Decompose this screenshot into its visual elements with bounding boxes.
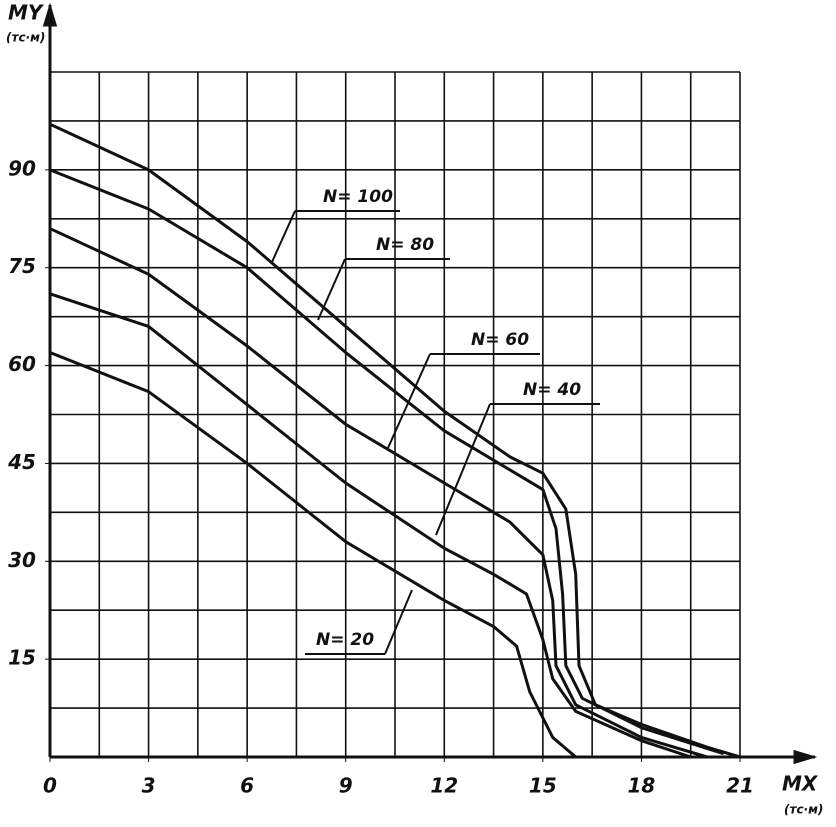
y-tick-label: 60 <box>8 352 36 376</box>
x-tick-label: 6 <box>240 774 254 798</box>
y-axis-label: MY <box>8 1 45 25</box>
series-line <box>49 227 708 759</box>
label-leader <box>384 589 413 655</box>
series-label: N= 20 <box>316 630 374 650</box>
y-tick-label: 45 <box>7 450 36 474</box>
series-label: N= 80 <box>376 235 434 255</box>
x-tick-label: 3 <box>142 774 156 798</box>
x-tick-label: 9 <box>339 774 353 798</box>
label-leader <box>387 353 431 449</box>
series-line <box>49 168 725 756</box>
series-line <box>49 122 741 759</box>
series-line <box>49 292 692 759</box>
series-line <box>49 351 577 759</box>
x-tick-label: 15 <box>529 774 557 798</box>
series-label: N= 100 <box>323 187 393 207</box>
label-leader <box>317 258 346 321</box>
x-tick-label: 12 <box>430 774 458 798</box>
x-tick-label: 21 <box>726 774 754 798</box>
y-tick-label: 30 <box>8 548 36 572</box>
label-leader <box>271 210 296 263</box>
series-label: N= 40 <box>523 380 581 400</box>
y-axis-unit: (тс·м) <box>6 31 45 45</box>
label-leader <box>435 403 491 536</box>
x-axis-unit: (тс·м) <box>784 803 823 817</box>
y-tick-label: 75 <box>8 254 36 278</box>
x-tick-label: 0 <box>43 774 57 798</box>
y-tick-label: 15 <box>8 646 36 670</box>
x-axis-label: MX <box>782 772 819 796</box>
series-label: N= 60 <box>471 330 529 350</box>
y-tick-label: 90 <box>8 156 36 180</box>
x-tick-label: 18 <box>628 774 656 798</box>
